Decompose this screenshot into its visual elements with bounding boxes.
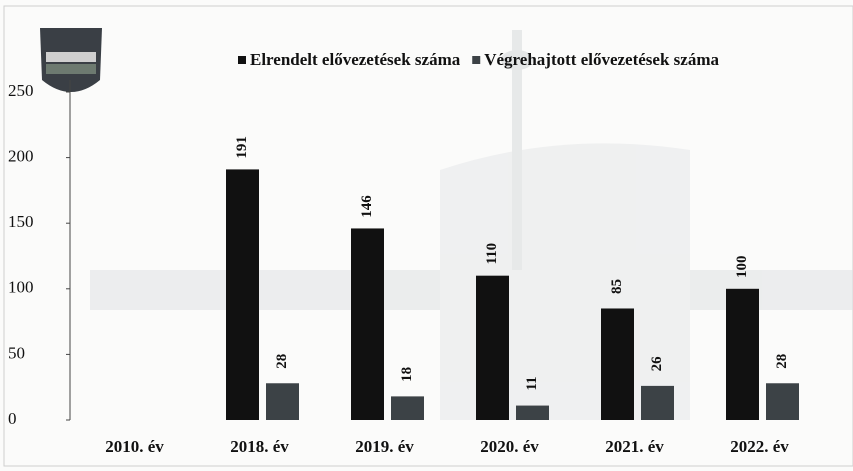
x-tick-label: 2022. év <box>730 437 789 456</box>
y-tick-label: 200 <box>8 147 34 166</box>
bar <box>476 276 509 420</box>
bar <box>726 289 759 420</box>
x-tick-label: 2021. év <box>605 437 664 456</box>
bar <box>601 308 634 420</box>
value-label: 28 <box>274 354 290 369</box>
bar <box>226 169 259 420</box>
legend-label: Végrehajtott elővezetések száma <box>484 50 719 69</box>
logo <box>40 28 102 92</box>
value-label: 28 <box>774 354 790 369</box>
value-label: 191 <box>234 136 250 159</box>
legend-swatch <box>238 56 246 64</box>
value-label: 26 <box>649 356 665 372</box>
legend-swatch <box>472 56 480 64</box>
value-label: 146 <box>359 195 375 218</box>
chart: 0 50 100 150 200 250 Elrendelt elővezetések sz… <box>0 0 853 471</box>
x-tick-label: 2019. év <box>355 437 414 456</box>
y-tick-label: 50 <box>8 343 25 362</box>
value-label: 85 <box>609 279 625 294</box>
y-tick-label: 100 <box>8 278 34 297</box>
bar <box>516 406 549 420</box>
bar <box>391 396 424 420</box>
y-tick-label: 0 <box>8 409 17 428</box>
bar <box>351 228 384 420</box>
value-label: 11 <box>524 376 540 390</box>
bar <box>766 383 799 420</box>
x-tick-label: 2018. év <box>230 437 289 456</box>
x-tick-label: 2010. év <box>105 437 164 456</box>
bar <box>266 383 299 420</box>
value-label: 100 <box>734 256 750 279</box>
y-tick-label: 250 <box>8 81 34 100</box>
bar <box>641 386 674 420</box>
x-tick-label: 2020. év <box>480 437 539 456</box>
legend-label: Elrendelt elővezetések száma <box>250 50 461 69</box>
y-tick-label: 150 <box>8 212 34 231</box>
background <box>0 0 853 471</box>
value-label: 18 <box>399 367 415 382</box>
value-label: 110 <box>484 243 500 265</box>
